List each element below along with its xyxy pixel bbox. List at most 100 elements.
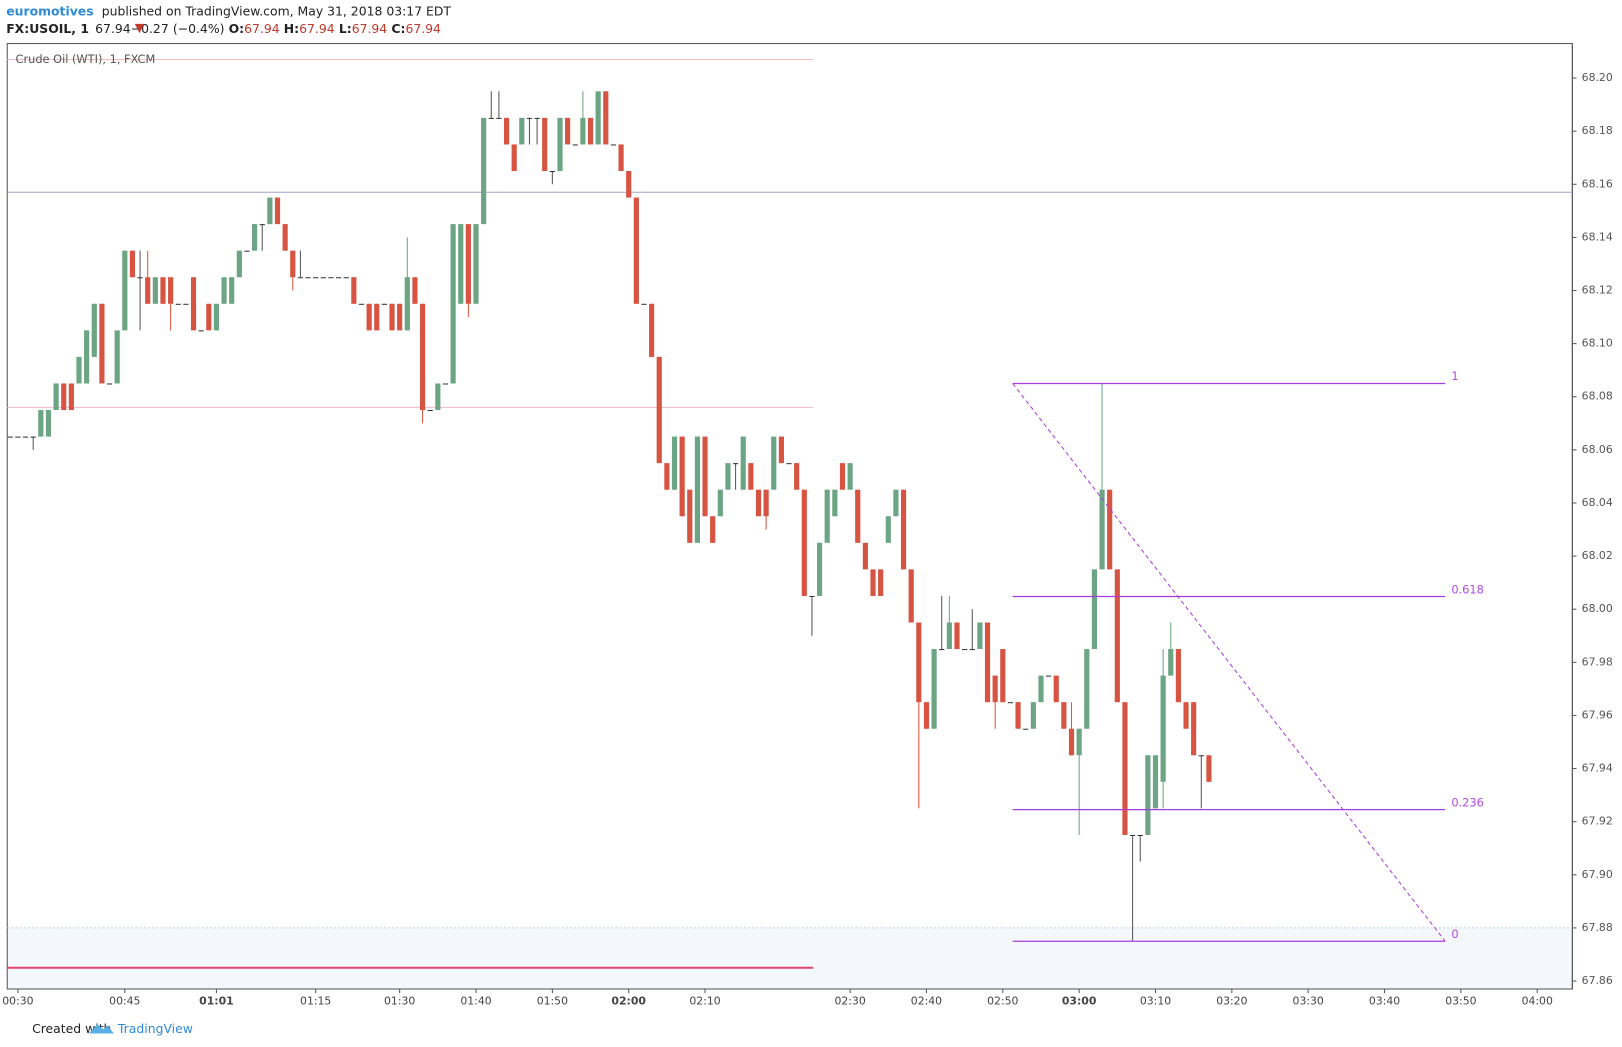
candle-body — [1137, 834, 1143, 836]
candle-body — [374, 303, 380, 331]
y-tick-label: 68.06 — [1582, 443, 1613, 456]
candle-body — [91, 303, 97, 357]
candle-body — [1122, 702, 1128, 835]
candle-body — [992, 675, 998, 703]
candle-body — [687, 489, 693, 543]
y-tick-label: 68.14 — [1582, 230, 1613, 243]
fib-trend — [1012, 383, 1446, 942]
candle-body — [1053, 675, 1059, 703]
fib-level-label: 1 — [1451, 369, 1458, 383]
candle-body — [839, 463, 846, 490]
candle-body — [389, 303, 395, 331]
candle-body — [15, 436, 21, 438]
candle-body — [694, 436, 701, 543]
y-tick-label: 68.20 — [1582, 71, 1613, 84]
y-tick-label: 68.10 — [1582, 337, 1613, 350]
candle-body — [305, 277, 311, 279]
candle-body — [442, 383, 449, 385]
x-tick-label: 00:45 — [109, 994, 140, 1007]
candle-body — [534, 117, 540, 119]
candle-body — [22, 436, 29, 438]
candle-body — [297, 277, 303, 279]
symbol-legend: FX:USOIL, 1 67.94−0.27 (−0.4%) O:67.94 H:67.… — [6, 21, 441, 36]
candle-body — [419, 303, 426, 411]
candle-body — [351, 277, 357, 304]
candle-body — [1015, 702, 1021, 729]
fib-level-label: 0.236 — [1451, 795, 1484, 809]
candle-body — [129, 250, 136, 278]
candle-body — [252, 224, 258, 251]
x-tick-label: 02:40 — [911, 994, 942, 1007]
candle-body — [511, 144, 517, 172]
candle-body — [526, 117, 533, 119]
candle-body — [572, 144, 578, 146]
candle-body — [893, 489, 899, 517]
candle-body — [702, 436, 708, 517]
candle-body — [1198, 755, 1204, 757]
candle-body — [1160, 675, 1166, 782]
candle-body — [1191, 702, 1197, 756]
published: published on TradingView.com, May 31, 20… — [102, 3, 452, 18]
candle-body — [267, 197, 273, 225]
footer-brand[interactable]: TradingView — [117, 1021, 193, 1036]
x-tick-label: 02:00 — [611, 994, 646, 1007]
x-tick-label: 02:30 — [834, 994, 865, 1007]
candle-body — [801, 489, 807, 596]
candle-body — [679, 436, 685, 517]
candle-body — [862, 542, 868, 570]
ohlc-label: C: — [391, 21, 405, 36]
ohlc-value: 67.94 — [299, 21, 335, 36]
ohlc-label: O: — [229, 21, 245, 36]
candle-body — [503, 117, 510, 145]
symbol: FX:USOIL, 1 — [6, 21, 89, 36]
candle-body — [335, 277, 342, 279]
x-tick-label: 01:01 — [199, 994, 234, 1007]
candle-body — [962, 649, 968, 651]
candle-body — [313, 277, 319, 279]
ohlc-value: 67.94 — [405, 21, 441, 36]
ohlc-value: 67.94 — [352, 21, 388, 36]
candle-body — [542, 117, 548, 172]
candle-body — [954, 622, 960, 650]
candle-body — [587, 117, 594, 145]
candle-body — [168, 277, 174, 304]
change: −0.27 — [131, 21, 169, 36]
candle-body — [870, 569, 876, 596]
y-tick-label: 68.04 — [1582, 496, 1613, 509]
candle-body — [580, 117, 586, 145]
candle-body — [244, 250, 250, 252]
candle-body — [816, 542, 823, 596]
candle-body — [1206, 755, 1212, 782]
candle-body — [984, 622, 991, 703]
y-tick-label: 67.92 — [1582, 815, 1613, 828]
x-tick-label: 03:10 — [1140, 994, 1171, 1007]
candle-body — [76, 356, 82, 384]
y-tick-label: 67.90 — [1582, 868, 1613, 881]
change-pct: (−0.4%) — [173, 21, 225, 36]
candle-body — [557, 117, 563, 172]
candle-body — [152, 277, 158, 304]
candle-body — [190, 277, 197, 331]
candle-body — [832, 489, 838, 517]
candle-body — [565, 117, 571, 145]
candle-body — [114, 330, 120, 384]
y-tick-label: 68.08 — [1582, 390, 1613, 403]
x-tick-label: 01:40 — [460, 994, 491, 1007]
candle-body — [1099, 489, 1105, 570]
candle-body — [84, 330, 90, 384]
candle-body — [717, 489, 723, 517]
candle-body — [786, 463, 792, 465]
candle-body — [946, 622, 952, 650]
candle-body — [847, 463, 853, 490]
candle-body — [1175, 649, 1181, 703]
candle-body — [878, 569, 884, 596]
candle-body — [885, 516, 891, 543]
author[interactable]: euromotives — [6, 3, 93, 18]
candle-body — [137, 277, 143, 279]
candle-body — [1068, 728, 1075, 756]
candle-body — [931, 649, 937, 729]
candle-body — [641, 303, 647, 305]
candle-body — [45, 410, 52, 437]
candle-body — [733, 463, 739, 465]
candle-body — [381, 303, 387, 305]
